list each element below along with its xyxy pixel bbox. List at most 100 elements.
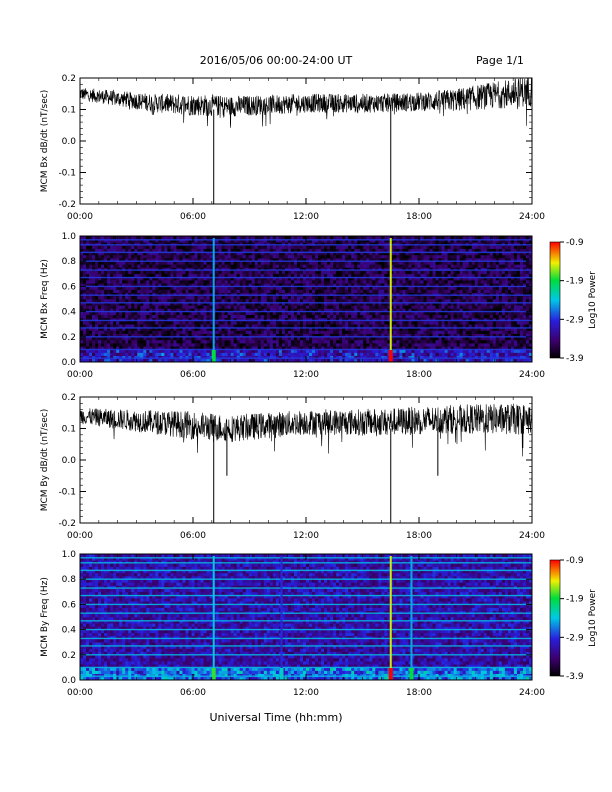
spectrogram-cell xyxy=(354,327,358,331)
spectrogram-cell xyxy=(131,343,135,347)
spectrogram-cell xyxy=(363,358,367,363)
spectrogram-cell xyxy=(348,346,352,350)
spectrogram-cell xyxy=(98,299,102,303)
spectrogram-cell xyxy=(306,276,310,281)
spectrogram-cell xyxy=(107,343,111,347)
spectrogram-cell xyxy=(86,283,90,287)
spectrogram-cell xyxy=(137,324,141,328)
spectrogram-cell xyxy=(221,302,225,306)
spectrogram-cell xyxy=(417,254,421,259)
spectrogram-cell xyxy=(254,242,259,246)
spectrogram-cell xyxy=(381,258,385,262)
spectrogram-cell xyxy=(293,239,298,243)
spectrogram-cell xyxy=(224,273,228,278)
spectrogram-cell xyxy=(254,358,259,363)
spectrogram-cell xyxy=(324,236,328,240)
spectrogram-cell xyxy=(227,311,231,316)
spectrogram-cell xyxy=(176,327,180,331)
spectrogram-cell xyxy=(393,292,397,297)
spectrogram-cell xyxy=(402,302,406,306)
spectrogram-cell xyxy=(233,358,237,363)
spectrogram-cell xyxy=(357,349,361,353)
spectrogram-cell xyxy=(299,261,304,265)
spectrogram-cell xyxy=(107,324,111,328)
spectrogram-cell xyxy=(393,283,397,287)
spectrogram-cell xyxy=(236,270,240,275)
spectrogram-cell xyxy=(429,248,433,253)
spectrogram-cell xyxy=(257,283,262,287)
spectrogram-cell xyxy=(423,273,427,278)
spectrogram-cell xyxy=(278,346,283,350)
spectrogram-cell xyxy=(369,295,373,300)
spectrogram-cell xyxy=(233,308,237,312)
spectrogram-cell xyxy=(309,267,313,271)
spectrogram-cell xyxy=(173,276,177,281)
spectrogram-cell xyxy=(417,302,421,306)
spectrogram-cell xyxy=(245,276,250,281)
spectrogram-cell xyxy=(302,330,307,334)
spectrogram-cell xyxy=(333,346,337,350)
spectrogram-cell xyxy=(170,308,174,312)
spectrogram-cell xyxy=(98,327,102,331)
spectrogram-cell xyxy=(266,333,271,338)
spectrogram-cell xyxy=(125,280,129,284)
spectrogram-cell xyxy=(411,339,415,344)
spectrogram-cell xyxy=(200,321,204,325)
spectrogram-cell xyxy=(239,267,244,271)
spectrogram-cell xyxy=(293,321,298,325)
spectrogram-cell xyxy=(333,254,337,259)
spectrogram-cell xyxy=(221,280,225,284)
spectrogram-cell xyxy=(393,352,397,356)
spectrogram-cell xyxy=(429,258,433,262)
spectrogram-cell xyxy=(432,308,436,312)
spectrogram-cell xyxy=(92,305,96,309)
spectrogram-cell xyxy=(170,264,174,268)
spectrogram-cell xyxy=(426,352,430,356)
spectrogram-cell xyxy=(272,258,277,262)
spectrogram-cell xyxy=(161,261,165,265)
spectrogram-cell xyxy=(194,254,198,259)
spectrogram-cell xyxy=(194,286,198,290)
spectrogram-cell xyxy=(131,292,135,297)
spectrogram-cell xyxy=(414,352,418,356)
spectrogram-cell xyxy=(315,349,319,353)
spectrogram-cell xyxy=(330,248,334,253)
spectrogram-cell xyxy=(348,333,352,338)
spectrogram-cell xyxy=(390,242,394,246)
spectrogram-cell xyxy=(296,261,301,265)
spectrogram-cell xyxy=(92,336,96,341)
page-indicator: Page 1/1 xyxy=(476,54,524,67)
spectrogram-cell xyxy=(137,261,141,265)
spectrogram-cell xyxy=(173,251,177,256)
spectrogram-cell xyxy=(92,346,96,350)
spectrogram-cell xyxy=(140,270,144,275)
spectrogram-cell xyxy=(188,308,192,312)
spectrogram-cell xyxy=(260,239,265,243)
spectrogram-cell xyxy=(284,311,289,316)
spectrogram-cell xyxy=(360,321,364,325)
spectrogram-cell xyxy=(176,245,180,249)
spectrogram-cell xyxy=(438,321,442,325)
spectrogram-cell xyxy=(375,305,379,309)
spectrogram-cell xyxy=(110,276,114,281)
spectrogram-cell xyxy=(309,302,313,306)
spectrogram-cell xyxy=(206,267,210,271)
spectrogram-cell xyxy=(375,295,379,300)
spectrogram-cell xyxy=(315,289,319,293)
spectrogram-cell xyxy=(441,251,445,256)
spectrogram-cell xyxy=(257,236,262,240)
spectrogram-cell xyxy=(299,273,304,278)
spectrogram-cell xyxy=(134,346,138,350)
spectrogram-cell xyxy=(441,248,445,253)
spectrogram-cell xyxy=(309,314,313,319)
spectrogram-cell xyxy=(188,261,192,265)
spectrogram-cell xyxy=(128,355,132,360)
spectrogram-cell xyxy=(125,314,129,319)
spectrogram-cell xyxy=(293,346,298,350)
spectrogram-cell xyxy=(429,330,433,334)
spectrogram-cell xyxy=(119,264,123,268)
spectrogram-cell xyxy=(381,236,385,240)
spectrogram-cell xyxy=(251,352,256,356)
spectrogram-cell xyxy=(140,254,144,259)
spectrogram-cell xyxy=(324,239,328,243)
